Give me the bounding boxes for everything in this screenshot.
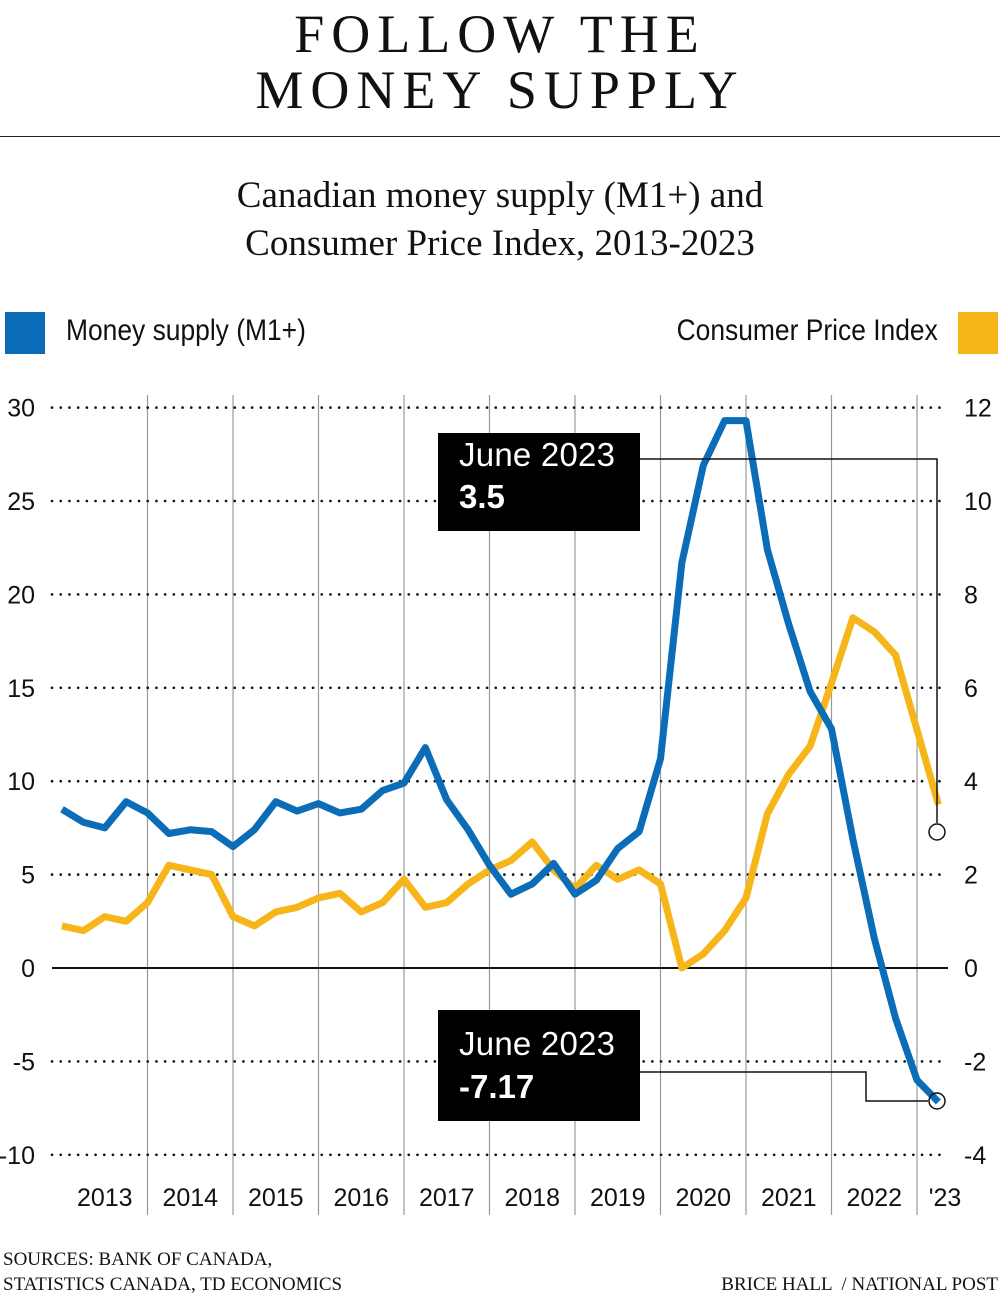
y-left-tick-label: -5	[13, 1048, 35, 1076]
y-right-tick-label: 10	[964, 488, 992, 516]
x-tick-label: 2014	[162, 1184, 218, 1212]
title-divider	[0, 136, 1000, 137]
title-line-1: FOLLOW THE	[294, 4, 706, 64]
legend-swatch-money-supply	[5, 312, 45, 354]
x-tick-label: 2018	[504, 1184, 560, 1212]
subtitle-line-2: Consumer Price Index, 2013-2023	[245, 223, 755, 264]
y-left-tick-label: 15	[7, 675, 35, 703]
cpi-end-marker	[928, 823, 946, 841]
credit: BRICE HALL / NATIONAL POST	[721, 1274, 998, 1295]
title-line-2: MONEY SUPPLY	[255, 60, 745, 120]
x-tick-label: 2019	[590, 1184, 646, 1212]
m1-callout-label: June 2023	[459, 1025, 615, 1062]
x-tick-label: '23	[929, 1184, 962, 1212]
y-left-tick-label: 0	[21, 955, 35, 983]
cpi-callout-leader	[640, 458, 938, 823]
y-right-tick-label: 12	[964, 395, 992, 423]
chart-title: FOLLOW THE MONEY SUPPLY	[0, 6, 1000, 118]
cpi-callout-box	[438, 433, 640, 531]
y-left-tick-label: 5	[21, 862, 35, 890]
legend-label-money-supply: Money supply (M1+)	[66, 314, 306, 347]
cpi-callout-label: June 2023	[459, 436, 615, 473]
y-right-tick-label: 2	[964, 862, 978, 890]
m1-callout-box	[438, 1010, 640, 1121]
y-right-tick-label: 6	[964, 675, 978, 703]
y-right-tick-label: -2	[964, 1048, 986, 1076]
y-left-tick-label: 30	[7, 395, 35, 423]
y-left-tick-label: 20	[7, 581, 35, 609]
cpi-callout-value: 3.5	[459, 478, 505, 515]
y-right-tick-label: 8	[964, 581, 978, 609]
x-tick-label: 2015	[248, 1184, 304, 1212]
legend-label-cpi: Consumer Price Index	[676, 314, 938, 347]
x-tick-label: 2016	[333, 1184, 389, 1212]
y-left-tick-label: 25	[7, 488, 35, 516]
x-tick-label: 2017	[419, 1184, 475, 1212]
x-tick-label: 2013	[77, 1184, 133, 1212]
subtitle-line-1: Canadian money supply (M1+) and	[236, 175, 764, 216]
y-right-tick-label: 4	[964, 768, 978, 796]
m1-callout-leader	[640, 1071, 928, 1102]
m1-callout-value: -7.17	[459, 1068, 534, 1105]
chart-subtitle: Canadian money supply (M1+) and Consumer…	[0, 172, 1000, 268]
m1-end-marker	[928, 1092, 946, 1110]
y-right-tick-label: -4	[964, 1142, 986, 1170]
sources: SOURCES: BANK OF CANADA, STATISTICS CANA…	[3, 1247, 342, 1297]
x-tick-label: 2022	[846, 1184, 902, 1212]
x-tick-label: 2021	[761, 1184, 817, 1212]
y-right-tick-label: 0	[964, 955, 978, 983]
legend-swatch-cpi	[958, 312, 998, 354]
y-left-tick-label: -10	[0, 1142, 35, 1170]
sources-line-2: STATISTICS CANADA, TD ECONOMICS	[3, 1274, 343, 1295]
y-left-tick-label: 10	[7, 768, 35, 796]
money-supply-line	[60, 417, 941, 1105]
x-tick-label: 2020	[675, 1184, 731, 1212]
sources-line-1: SOURCES: BANK OF CANADA,	[3, 1249, 273, 1270]
cpi-line	[61, 614, 942, 972]
